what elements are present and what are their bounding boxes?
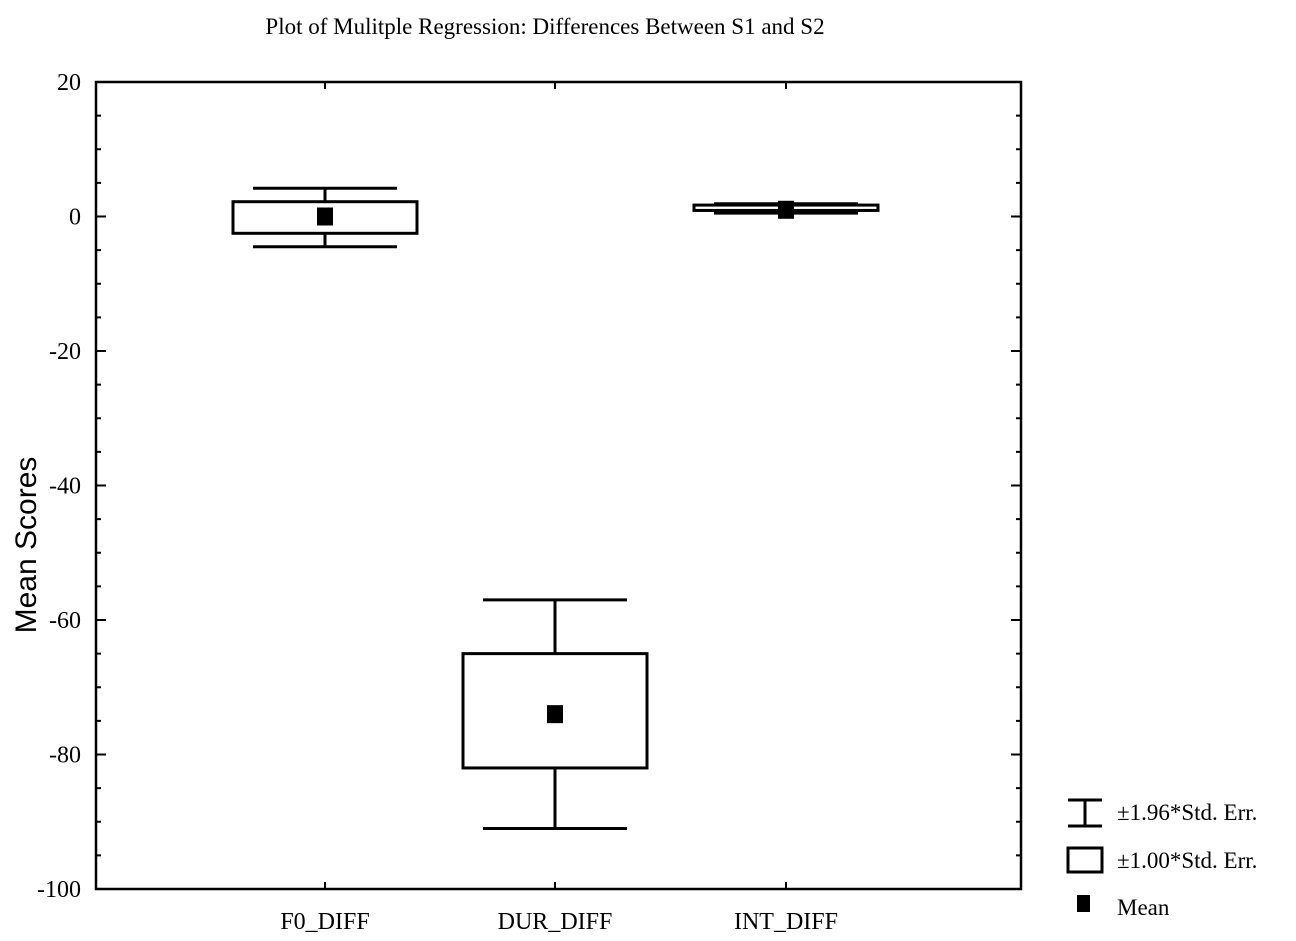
x-axis-ticks: F0_DIFF DUR_DIFF INT_DIFF (280, 82, 838, 935)
legend-item-mean: Mean (1077, 895, 1170, 920)
y-tick-label: -60 (49, 608, 81, 634)
box-group-dur-diff (461, 598, 649, 830)
x-tick-label: DUR_DIFF (498, 909, 613, 935)
legend-label: Mean (1117, 895, 1170, 920)
y-tick-label: 20 (57, 70, 81, 96)
y-tick-label: -80 (49, 743, 81, 769)
chart-title: Plot of Mulitple Regression: Differences… (265, 14, 824, 39)
box-group-f0-diff (231, 186, 419, 249)
legend-label: ±1.96*Std. Err. (1117, 800, 1257, 825)
y-tick-label: -40 (49, 474, 81, 500)
y-axis-ticks: 20 0 -20 -40 -60 -80 -100 (37, 70, 1021, 903)
mean-marker (317, 207, 333, 226)
mean-marker (778, 200, 794, 219)
box-group-int-diff (692, 200, 880, 219)
legend-mean-icon (1077, 895, 1090, 912)
mean-marker (547, 705, 563, 724)
legend-item-whisker: ±1.96*Std. Err. (1068, 798, 1257, 828)
x-tick-label: INT_DIFF (734, 909, 838, 935)
legend-box-icon (1066, 846, 1104, 874)
y-tick-label: -100 (37, 877, 81, 903)
y-tick-label: 0 (69, 205, 81, 231)
legend-item-box: ±1.00*Std. Err. (1066, 846, 1257, 874)
box-series (231, 186, 880, 830)
y-tick-label: -20 (49, 339, 81, 365)
legend: ±1.96*Std. Err. ±1.00*Std. Err. Mean (1066, 798, 1257, 920)
x-tick-label: F0_DIFF (280, 909, 369, 935)
legend-label: ±1.00*Std. Err. (1117, 848, 1257, 873)
y-axis-label: Mean Scores (10, 457, 43, 634)
